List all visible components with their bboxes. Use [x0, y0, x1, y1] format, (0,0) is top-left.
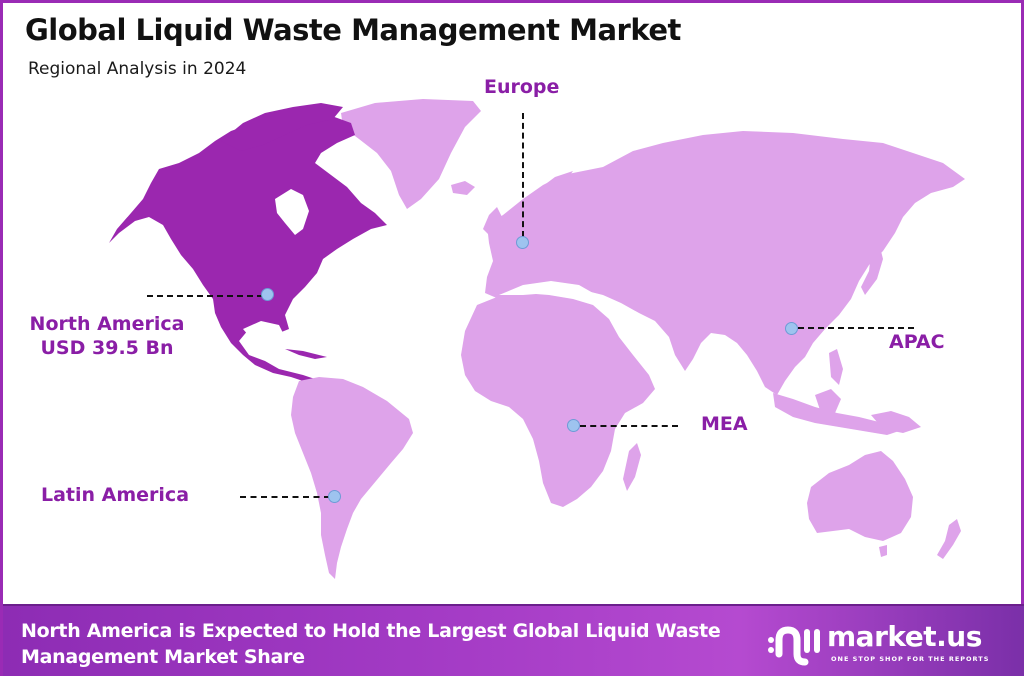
- map-philippines: [829, 349, 843, 385]
- footer-banner: North America is Expected to Hold the La…: [3, 604, 1024, 676]
- map-new-guinea: [871, 411, 921, 433]
- map-hudson-bay: [275, 189, 309, 235]
- map-new-zealand: [937, 519, 961, 559]
- map-greenland: [341, 99, 481, 209]
- map-uk: [483, 207, 503, 237]
- mea-marker-dot[interactable]: [567, 419, 580, 432]
- map-north-america: [109, 111, 387, 383]
- map-africa: [461, 293, 655, 507]
- map-tasmania: [879, 545, 887, 557]
- map-southeast-asia: [773, 393, 899, 435]
- latin-america-marker-dot[interactable]: [328, 490, 341, 503]
- north-america-market-value: USD 39.5 Bn: [40, 336, 174, 359]
- map-arabian-sea: [633, 327, 675, 373]
- apac-leader-line: [798, 327, 914, 329]
- footer-headline: North America is Expected to Hold the La…: [21, 620, 721, 668]
- logo-wordmark: market.us: [827, 620, 982, 653]
- world-map: [109, 99, 965, 579]
- logo-tagline: ONE STOP SHOP FOR THE REPORTS: [831, 655, 990, 663]
- europe-label: Europe: [484, 76, 560, 98]
- map-eurasia: [485, 131, 965, 395]
- map-caribbean: [285, 349, 327, 359]
- map-madagascar: [623, 443, 641, 491]
- map-iceland: [451, 181, 475, 195]
- mea-leader-line: [580, 425, 678, 427]
- north-america-leader-line: [147, 295, 263, 297]
- north-america-region-name: North America: [29, 313, 185, 335]
- map-arctic-islands: [221, 103, 343, 151]
- map-south-america: [291, 377, 413, 579]
- market-us-logo-icon: [768, 626, 820, 666]
- latin-america-leader-line: [240, 496, 330, 498]
- apac-marker-dot[interactable]: [785, 322, 798, 335]
- map-japan: [861, 243, 883, 295]
- europe-leader-line: [522, 113, 524, 237]
- map-gulf-of-mexico: [243, 321, 285, 343]
- europe-marker-dot[interactable]: [516, 236, 529, 249]
- map-australia: [807, 451, 913, 541]
- page-title: Global Liquid Waste Management Market: [25, 13, 681, 47]
- map-borneo: [815, 389, 841, 413]
- page-subtitle: Regional Analysis in 2024: [28, 59, 247, 79]
- mea-label: MEA: [701, 413, 748, 435]
- apac-label: APAC: [889, 331, 945, 353]
- latin-america-label: Latin America: [41, 484, 190, 506]
- map-mediterranean: [499, 281, 593, 297]
- north-america-marker-dot[interactable]: [261, 288, 274, 301]
- market-us-logo[interactable]: market.us ONE STOP SHOP FOR THE REPORTS: [765, 620, 1015, 670]
- map-scandinavia: [519, 171, 573, 235]
- north-america-label: North America USD 39.5 Bn: [17, 313, 197, 361]
